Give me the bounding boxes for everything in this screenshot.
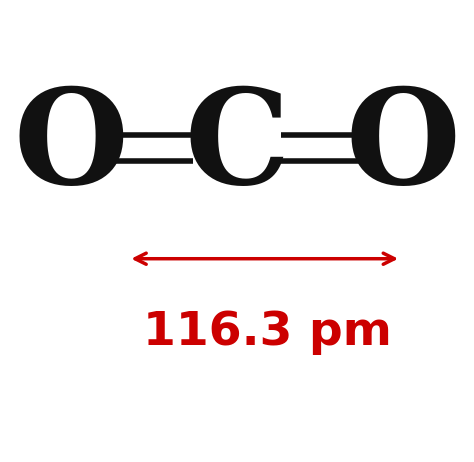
Text: O: O (346, 83, 461, 213)
Text: C: C (184, 83, 290, 213)
Text: 116.3 pm: 116.3 pm (143, 310, 392, 355)
Text: O: O (13, 83, 128, 213)
